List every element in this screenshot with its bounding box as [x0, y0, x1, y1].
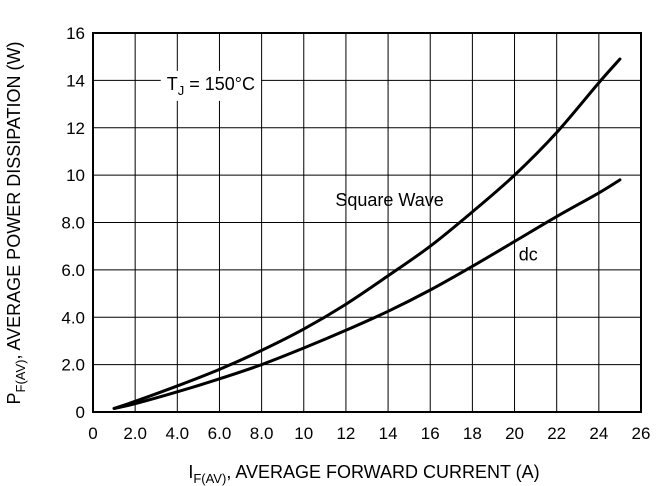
x-axis-label: IF(AV), AVERAGE FORWARD CURRENT (A) [188, 462, 539, 486]
annotations: TJ = 150°C Square Wave dc [160, 70, 538, 264]
x-tick-label: 26 [632, 424, 651, 443]
y-tick-label: 4.0 [61, 308, 85, 327]
x-tick-label: 22 [547, 424, 566, 443]
x-tick-label: 8.0 [250, 424, 274, 443]
y-axis-label: PF(AV), AVERAGE POWER DISSIPATION (W) [4, 41, 28, 404]
y-tick-label: 2.0 [61, 356, 85, 375]
y-tick-label: 6.0 [61, 261, 85, 280]
x-tick-label: 4.0 [165, 424, 189, 443]
annotation-dc: dc [519, 244, 538, 264]
y-tick-label: 12 [66, 119, 85, 138]
series-line-dc [112, 178, 622, 410]
plot-frame [92, 32, 642, 413]
y-tick-label: 8.0 [61, 214, 85, 233]
annotation-background [160, 70, 262, 101]
x-tick-label: 2.0 [123, 424, 147, 443]
x-tick-label: 24 [589, 424, 608, 443]
annotation-square: Square Wave [335, 190, 443, 210]
x-tick-label: 20 [505, 424, 524, 443]
y-tick-label: 16 [66, 24, 85, 43]
grid [93, 33, 641, 412]
y-tick-label: 0 [76, 403, 85, 422]
x-tick-label: 10 [294, 424, 313, 443]
annotation-tj: TJ = 150°C [167, 74, 255, 98]
x-tick-labels: 0 2.0 4.0 6.0 8.0 10 12 14 16 18 20 22 24 26 [88, 424, 650, 443]
x-tick-label: 0 [88, 424, 97, 443]
y-tick-labels: 0 2.0 4.0 6.0 8.0 10 12 14 16 [61, 24, 85, 422]
x-tick-label: 14 [379, 424, 398, 443]
x-tick-label: 12 [336, 424, 355, 443]
x-tick-label: 18 [463, 424, 482, 443]
x-tick-label: 6.0 [208, 424, 232, 443]
series-layer [112, 57, 622, 410]
series-line-square-wave [112, 57, 622, 410]
y-tick-label: 14 [66, 71, 85, 90]
x-tick-label: 16 [421, 424, 440, 443]
y-tick-label: 10 [66, 166, 85, 185]
